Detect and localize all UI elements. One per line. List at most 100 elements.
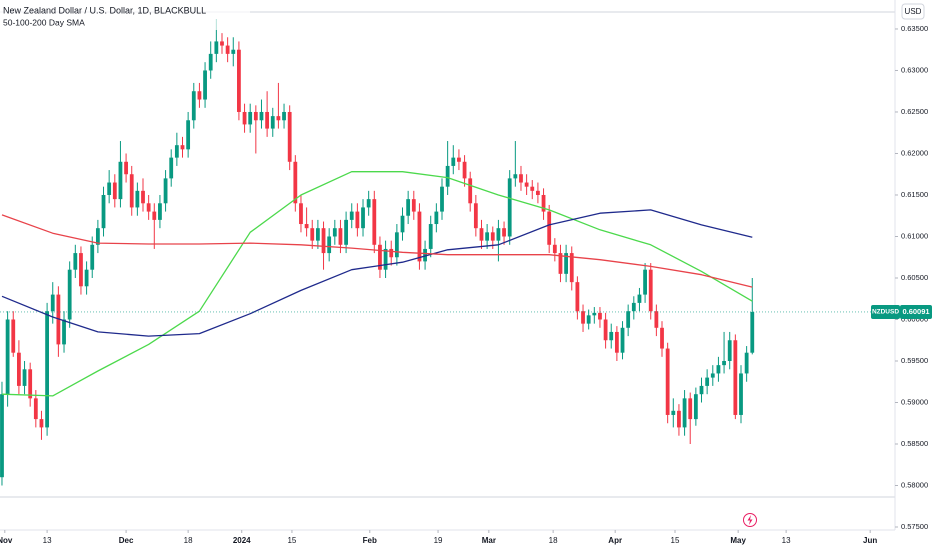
sma-line	[1, 171, 753, 397]
y-tick-label: 0.59500	[901, 356, 928, 365]
candle-body	[479, 228, 484, 241]
price-label: 0.60091	[902, 307, 929, 316]
x-tick-label: Feb	[363, 536, 377, 545]
chart-title: New Zealand Dollar / U.S. Dollar, 1D, BL…	[3, 5, 206, 15]
candle-body	[355, 211, 360, 229]
candle-body	[11, 319, 16, 353]
y-tick-label: 0.63500	[901, 24, 928, 33]
candle-body	[332, 228, 337, 237]
candle-body	[485, 232, 490, 241]
candle-body	[614, 331, 619, 353]
candle-body	[45, 311, 50, 428]
candle-body	[507, 178, 512, 237]
y-tick-label: 0.63000	[901, 65, 928, 74]
candle-body	[220, 41, 224, 46]
candle-body	[699, 385, 704, 395]
candle-body	[259, 111, 264, 121]
candle-body	[400, 215, 405, 233]
candle-body	[28, 369, 33, 399]
candle-body	[208, 53, 213, 71]
sma-line	[1, 214, 753, 288]
candle-body	[586, 315, 591, 324]
candle-body	[490, 232, 495, 241]
candle-body	[693, 394, 698, 420]
candle-body	[253, 111, 258, 121]
chart-subtitle: 50-100-200 Day SMA	[3, 17, 85, 27]
candle-body	[73, 253, 78, 270]
candle-body	[16, 352, 21, 386]
candle-body	[434, 211, 439, 225]
candle-body	[174, 145, 179, 158]
candle-body	[378, 244, 382, 270]
y-tick-label: 0.60500	[901, 273, 928, 282]
candle-body	[626, 311, 631, 328]
candle-body	[84, 269, 89, 287]
symbol-badge	[871, 304, 900, 319]
candle-body	[598, 312, 602, 320]
candle-body	[620, 327, 625, 353]
candle-body	[186, 120, 191, 150]
candle-body	[112, 182, 117, 200]
candle-body	[716, 365, 721, 374]
candle-body	[270, 116, 275, 129]
candle-body	[242, 111, 247, 125]
candle-body	[62, 319, 66, 345]
candle-body	[705, 377, 710, 386]
currency-label: USD	[905, 7, 922, 16]
candle-body	[197, 91, 202, 100]
candle-body	[237, 49, 241, 112]
candle-body	[315, 228, 320, 241]
candle-body	[445, 165, 450, 187]
candle-body	[135, 190, 140, 208]
x-tick-label: Apr	[608, 536, 622, 545]
candle-body	[79, 253, 83, 287]
candle-body	[372, 199, 377, 245]
candle-body	[118, 161, 123, 200]
candle-body	[338, 228, 343, 245]
candle-body	[265, 111, 270, 129]
candle-body	[124, 161, 128, 175]
candle-body	[677, 410, 681, 428]
y-tick-label: 0.61000	[901, 231, 928, 240]
candle-body	[733, 340, 738, 415]
candle-body	[462, 161, 467, 179]
x-tick-label: May	[730, 536, 746, 545]
candle-body	[293, 161, 298, 204]
candle-body	[411, 199, 416, 212]
x-tick-label: 18	[549, 536, 558, 545]
candle-body	[299, 203, 303, 225]
candle-body	[22, 369, 27, 386]
candle-body	[739, 373, 743, 415]
candle-body	[231, 49, 236, 54]
candle-body	[428, 224, 433, 249]
candle-body	[33, 398, 38, 420]
candle-body	[39, 419, 44, 428]
candle-body	[648, 269, 653, 312]
candle-body	[191, 91, 196, 121]
candle-body	[451, 157, 456, 166]
candle-body	[457, 157, 461, 162]
y-tick-label: 0.59000	[901, 397, 928, 406]
candle-body	[536, 190, 540, 195]
candle-body	[654, 311, 659, 328]
candle-body	[394, 232, 399, 258]
currency-button[interactable]	[901, 3, 925, 20]
candle-body	[671, 410, 676, 415]
candle-body	[592, 312, 597, 316]
candle-body	[637, 294, 642, 303]
legend-backdrop	[0, 4, 250, 30]
candle-body	[496, 228, 501, 241]
candle-body	[5, 319, 10, 395]
candle-body	[383, 248, 388, 270]
y-tick-label: 0.62500	[901, 107, 928, 116]
candle-body	[513, 174, 518, 179]
y-tick-label: 0.61500	[901, 190, 928, 199]
candle-body	[141, 190, 145, 204]
candle-body	[129, 174, 134, 208]
x-tick-label: Dec	[119, 536, 134, 545]
candle-body	[389, 248, 394, 258]
candle-body	[67, 269, 72, 320]
candle-body	[643, 269, 647, 295]
candle-body	[722, 360, 726, 366]
symbol-label: NZDUSD	[872, 309, 899, 316]
